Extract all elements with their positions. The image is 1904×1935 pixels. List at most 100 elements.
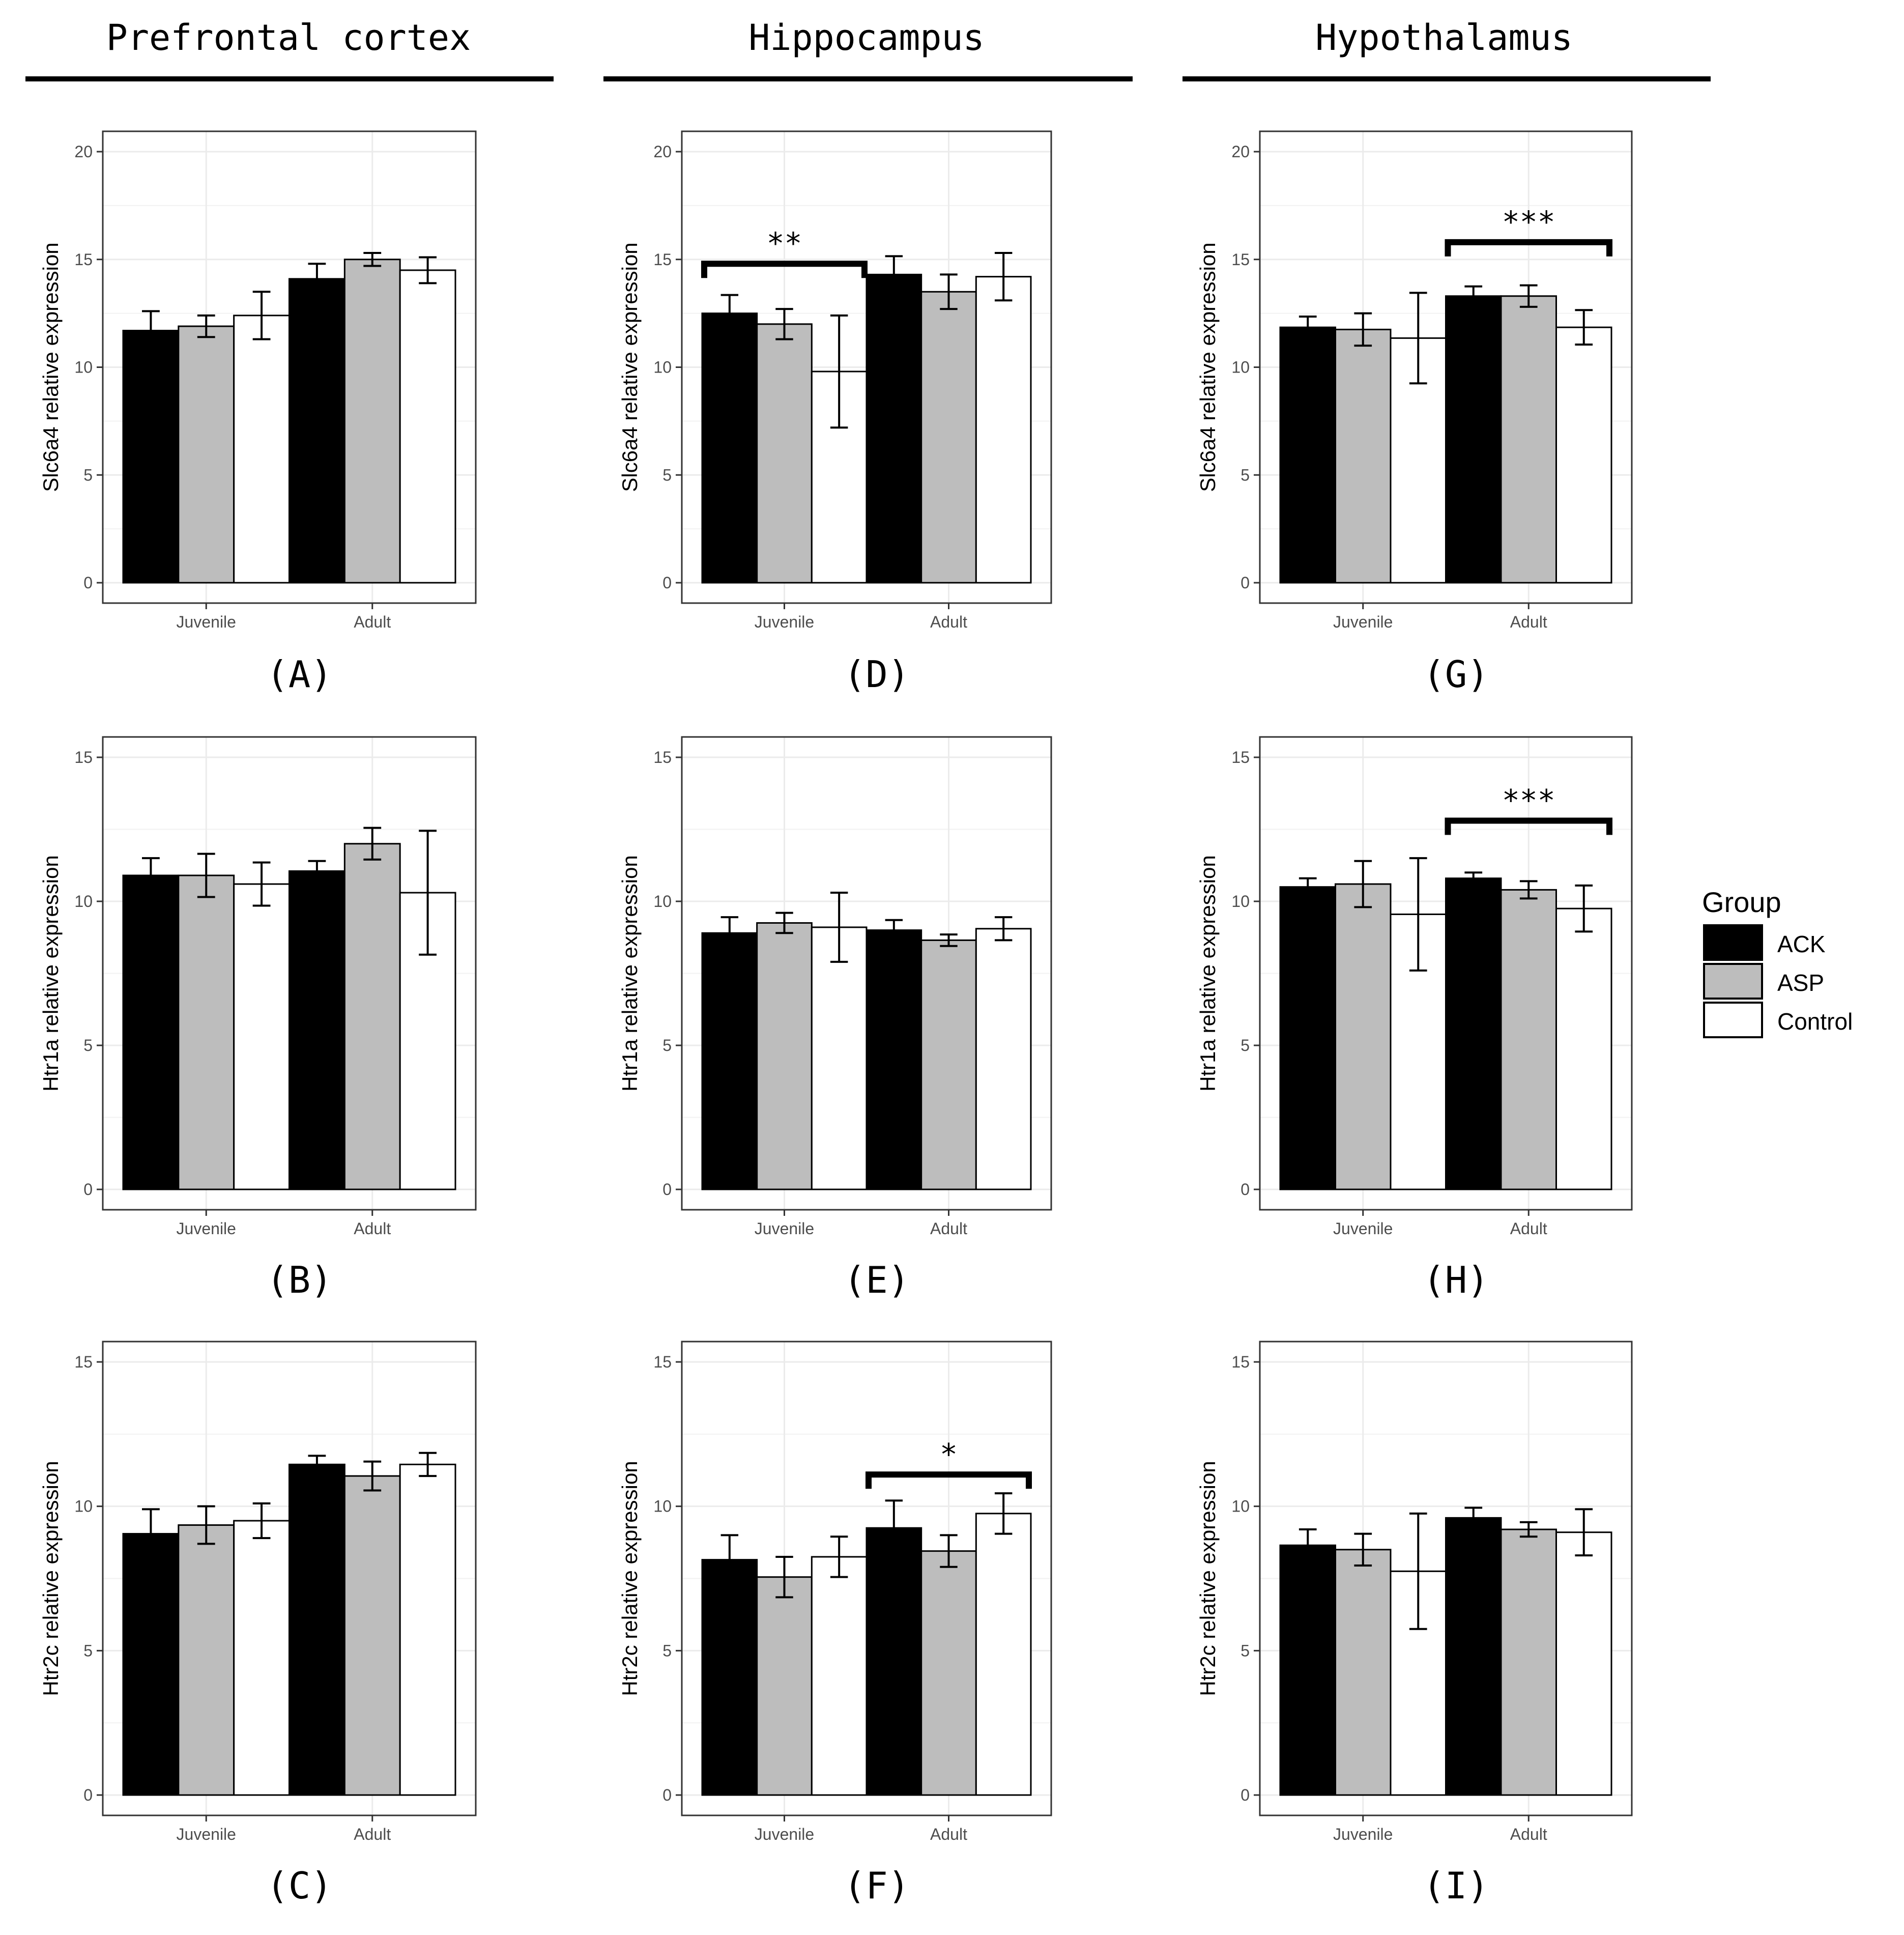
significance-label: *	[940, 1437, 958, 1471]
error-bar-adult-control	[1575, 1508, 1593, 1557]
error-bar-juvenile-asp	[197, 314, 215, 338]
legend-item-ack: ACK	[1702, 924, 1895, 962]
error-bar-adult-asp	[363, 827, 382, 861]
error-bar-juvenile-ack	[1299, 877, 1317, 897]
bar-juvenile-ack	[1279, 886, 1336, 1190]
error-bar-adult-asp	[1519, 1521, 1538, 1538]
y-tick-label: 10	[74, 358, 93, 377]
y-tick-label: 5	[662, 1641, 672, 1660]
y-axis-title: Htr1a relative expression	[39, 855, 63, 1092]
y-tick-label: 0	[1241, 574, 1250, 592]
significance-bracket	[701, 261, 868, 278]
panel-h: *** 0 5 10 15 Juvenile Adult Htr1a relative exp…	[1196, 736, 1633, 1301]
error-bar-juvenile-ack	[1299, 315, 1317, 339]
x-tick-label-juvenile: Juvenile	[177, 1219, 236, 1238]
bar-juvenile-asp	[178, 874, 235, 1190]
error-bar-adult-asp	[1519, 880, 1538, 900]
legend-swatch-asp	[1703, 963, 1763, 1000]
error-bar-adult-asp	[1519, 284, 1538, 308]
bar-adult-control	[975, 276, 1032, 584]
y-axis-title: Htr2c relative expression	[39, 1461, 63, 1696]
y-tick-label: 15	[1231, 1353, 1250, 1371]
legend-label-control: Control	[1777, 1008, 1853, 1035]
error-bar-adult-ack	[308, 860, 326, 883]
y-tick-label: 0	[1241, 1786, 1250, 1804]
y-tick-label: 5	[662, 466, 672, 484]
legend-label-asp: ASP	[1777, 970, 1825, 996]
bar-adult-control	[399, 269, 456, 584]
bar-adult-asp	[1500, 889, 1557, 1190]
error-bar-juvenile-control	[830, 1535, 848, 1578]
error-bar-adult-control	[994, 916, 1013, 942]
error-bar-juvenile-control	[1409, 857, 1427, 972]
bar-juvenile-asp	[1335, 883, 1392, 1190]
error-bar-juvenile-ack	[720, 1534, 739, 1585]
plot-border	[102, 736, 477, 1211]
panel-label: (I)	[1423, 1864, 1489, 1907]
x-tick-label-juvenile: Juvenile	[755, 613, 814, 631]
y-tick-label: 0	[1241, 1180, 1250, 1199]
y-tick-label: 10	[74, 1497, 93, 1516]
bar-juvenile-asp	[178, 1524, 235, 1796]
error-bar-adult-control	[419, 256, 437, 284]
bar-adult-ack	[1445, 1517, 1502, 1796]
error-bar-juvenile-control	[252, 1502, 271, 1540]
bar-adult-control	[1555, 326, 1612, 584]
panel-b: 0 5 10 15 Juvenile Adult Htr1a relative expres…	[39, 736, 477, 1301]
bar-adult-asp	[1500, 1528, 1557, 1796]
x-tick-label-juvenile: Juvenile	[755, 1219, 814, 1238]
error-bar-juvenile-asp	[775, 308, 793, 340]
bar-juvenile-asp	[756, 922, 813, 1190]
column-title-2: Hypothalamus	[1315, 17, 1573, 59]
error-bar-adult-asp	[363, 1460, 382, 1492]
bar-juvenile-control	[811, 926, 868, 1190]
y-tick-label: 5	[1241, 1641, 1250, 1660]
y-tick-label: 20	[653, 143, 672, 161]
error-bar-adult-control	[1575, 309, 1593, 346]
bar-juvenile-control	[233, 1520, 290, 1796]
panel-label: (A)	[266, 653, 332, 696]
y-tick-label: 15	[74, 748, 93, 766]
error-bar-juvenile-control	[252, 861, 271, 907]
bar-adult-asp	[920, 939, 977, 1190]
bar-adult-asp	[920, 291, 977, 584]
y-tick-label: 10	[74, 892, 93, 910]
y-tick-label: 20	[1231, 143, 1250, 161]
x-tick-label-adult: Adult	[354, 613, 391, 631]
error-bar-adult-asp	[940, 933, 958, 947]
y-axis-title: Htr1a relative expression	[1196, 855, 1220, 1092]
bar-adult-ack	[1445, 295, 1502, 584]
y-tick-label: 10	[1231, 892, 1250, 910]
y-tick-label: 0	[662, 1180, 672, 1199]
panel-e: 0 5 10 15 Juvenile Adult Htr1a relative expres…	[618, 736, 1052, 1301]
legend-swatch-control	[1703, 1002, 1763, 1038]
y-tick-label: 5	[83, 1036, 93, 1055]
error-bar-adult-ack	[1464, 871, 1483, 886]
x-tick-label-adult: Adult	[1510, 1219, 1547, 1238]
legend-item-control: Control	[1702, 1002, 1895, 1039]
x-tick-label-juvenile: Juvenile	[177, 613, 236, 631]
bar-adult-ack	[289, 1463, 345, 1796]
significance-bracket	[1445, 239, 1612, 257]
y-tick-label: 0	[662, 574, 672, 592]
y-axis-title: Slc6a4 relative expression	[618, 242, 642, 492]
significance-label: ***	[1502, 783, 1555, 818]
panel-c: 0 5 10 15 Juvenile Adult Htr2c relative expres…	[39, 1341, 477, 1907]
y-tick-label: 15	[1231, 250, 1250, 269]
column-title-0: Prefrontal cortex	[106, 17, 471, 59]
error-bar-adult-control	[419, 1452, 437, 1477]
y-axis-title: Htr2c relative expression	[1196, 1461, 1220, 1696]
error-bar-juvenile-asp	[197, 852, 215, 898]
legend-swatch-ack	[1703, 924, 1763, 961]
error-bar-adult-control	[994, 1492, 1013, 1535]
y-tick-label: 15	[74, 1353, 93, 1371]
y-tick-label: 0	[662, 1786, 672, 1804]
bar-adult-ack	[866, 929, 922, 1190]
bar-adult-asp	[343, 259, 401, 584]
y-tick-label: 10	[653, 358, 672, 377]
error-bar-adult-ack	[1464, 285, 1483, 307]
bar-adult-control	[1555, 907, 1612, 1190]
panel-i: 0 5 10 15 Juvenile Adult Htr2c relative expres…	[1196, 1341, 1633, 1907]
error-bar-adult-control	[1575, 884, 1593, 933]
y-axis-title: Htr1a relative expression	[618, 855, 642, 1092]
